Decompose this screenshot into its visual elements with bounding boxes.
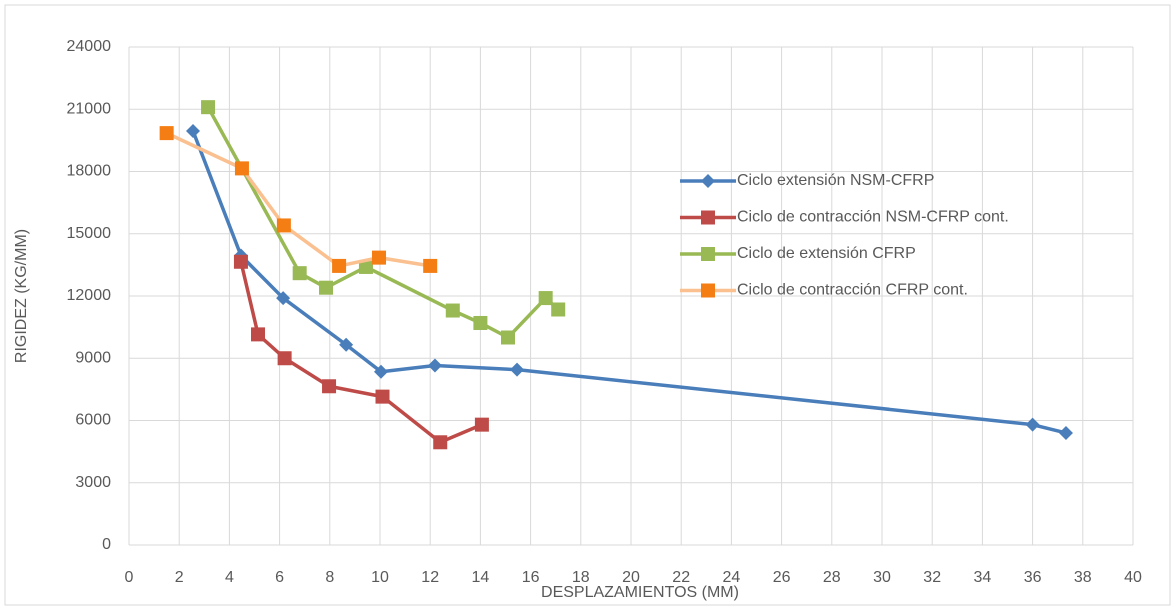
- data-point: [277, 351, 292, 366]
- legend-marker: [701, 247, 715, 261]
- x-axis-label: DESPLAZAMIENTOS (MM): [541, 584, 739, 601]
- x-tick-label: 0: [125, 569, 134, 586]
- data-point: [474, 417, 489, 432]
- series-line: [165, 131, 431, 268]
- y-tick-label: 12000: [67, 287, 112, 304]
- x-tick-label: 10: [371, 569, 389, 586]
- x-tick-label: 32: [923, 569, 941, 586]
- legend-marker: [701, 283, 715, 298]
- data-point: [276, 291, 291, 306]
- x-tick-label: 8: [325, 569, 334, 586]
- data-point: [423, 258, 438, 273]
- data-point: [159, 126, 174, 141]
- legend-marker: [701, 210, 715, 225]
- y-axis-label: RIGIDEZ (KG/MM): [13, 229, 30, 363]
- y-tick-label: 18000: [67, 163, 112, 180]
- legend-label: Ciclo de contracción CFRP cont.: [737, 282, 968, 299]
- data-point: [234, 161, 249, 176]
- data-point: [1025, 417, 1040, 432]
- y-tick-label: 3000: [75, 474, 111, 491]
- y-tick-label: 21000: [67, 100, 112, 117]
- y-tick-label: 15000: [67, 225, 112, 242]
- data-point: [427, 358, 442, 373]
- data-point: [339, 337, 354, 352]
- data-point: [501, 330, 516, 345]
- data-point: [358, 259, 373, 274]
- data-point: [473, 315, 488, 330]
- x-tick-label: 26: [773, 569, 791, 586]
- x-tick-label: 40: [1124, 569, 1142, 586]
- data-point: [375, 389, 390, 404]
- data-point: [322, 379, 337, 394]
- data-point: [374, 364, 389, 379]
- y-tick-label: 0: [102, 536, 111, 553]
- x-tick-label: 16: [522, 569, 540, 586]
- data-point: [233, 254, 248, 269]
- x-tick-label: 4: [225, 569, 234, 586]
- x-tick-label: 36: [1024, 569, 1042, 586]
- data-point: [551, 302, 566, 317]
- x-tick-label: 2: [175, 569, 184, 586]
- x-tick-label: 6: [275, 569, 284, 586]
- chart-frame: [4, 4, 1171, 606]
- data-point: [292, 266, 307, 281]
- data-point: [201, 100, 216, 115]
- data-point: [510, 362, 525, 377]
- data-point: [332, 258, 347, 273]
- legend-label: Ciclo de extensión CFRP: [737, 245, 916, 262]
- legend-marker: [701, 174, 715, 188]
- data-point: [433, 435, 448, 450]
- data-point: [538, 291, 553, 306]
- x-tick-label: 20: [622, 569, 640, 586]
- data-point: [445, 303, 460, 318]
- data-point: [276, 218, 291, 233]
- x-tick-label: 30: [873, 569, 891, 586]
- x-tick-label: 22: [672, 569, 690, 586]
- x-tick-label: 38: [1074, 569, 1092, 586]
- x-tick-label: 18: [572, 569, 590, 586]
- x-tick-label: 12: [421, 569, 439, 586]
- x-tick-label: 34: [974, 569, 992, 586]
- data-point: [1058, 425, 1073, 440]
- data-point: [371, 250, 386, 265]
- x-tick-label: 24: [723, 569, 741, 586]
- y-tick-label: 24000: [67, 38, 112, 55]
- data-point: [319, 280, 334, 295]
- x-tick-label: 28: [823, 569, 841, 586]
- legend-label: Ciclo de contracción NSM-CFRP cont.: [737, 209, 1009, 226]
- y-tick-label: 9000: [75, 349, 111, 366]
- data-point: [251, 327, 266, 342]
- x-tick-label: 14: [472, 569, 490, 586]
- y-tick-label: 6000: [75, 412, 111, 429]
- data-point: [186, 124, 201, 139]
- legend-label: Ciclo extensión NSM-CFRP: [737, 172, 934, 189]
